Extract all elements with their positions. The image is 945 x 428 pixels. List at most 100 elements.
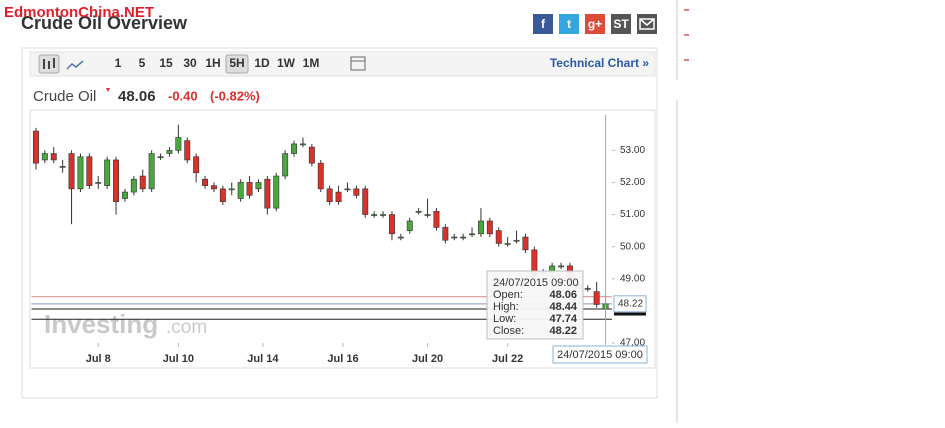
down-arrow xyxy=(106,88,110,92)
tooltip-value: 48.06 xyxy=(549,289,577,301)
candle-body xyxy=(246,182,253,196)
share-icon[interactable] xyxy=(585,14,605,34)
interval-button[interactable]: 1H xyxy=(205,56,220,70)
candle-body xyxy=(362,188,369,215)
candle-body xyxy=(95,182,102,184)
candle-body xyxy=(291,143,298,154)
candle-body xyxy=(121,191,128,199)
candle-body xyxy=(210,185,217,190)
line-icon[interactable] xyxy=(66,60,84,70)
toolbar xyxy=(29,51,656,77)
candle-body xyxy=(593,291,600,305)
x-tick-label: Jul 20 xyxy=(412,353,443,365)
candle-body xyxy=(353,188,360,196)
candle-body xyxy=(237,182,244,199)
candle-body xyxy=(32,130,39,164)
candle-body xyxy=(317,162,324,190)
candle-body xyxy=(68,153,75,190)
interval-button[interactable]: 30 xyxy=(183,56,197,70)
tooltip-label: Close: xyxy=(493,325,524,337)
x-tick-label: Jul 16 xyxy=(327,353,358,365)
candle-body xyxy=(469,233,476,236)
tooltip-label: Open: xyxy=(493,289,523,301)
interval-button[interactable]: 15 xyxy=(159,56,173,70)
quote-name: Crude Oil xyxy=(33,88,96,105)
candle-body xyxy=(219,188,226,203)
quote-price: 48.06 xyxy=(118,88,156,105)
candle-body xyxy=(104,159,111,186)
candle-body xyxy=(380,214,387,216)
technical-link[interactable]: Technical Chart » xyxy=(550,56,649,70)
interval-button[interactable]: 1W xyxy=(277,56,296,70)
candle-body xyxy=(148,153,155,190)
candle-body xyxy=(486,220,493,235)
candle-body xyxy=(442,227,449,241)
candle-icon-glyph xyxy=(43,58,55,69)
candle-body xyxy=(451,236,458,239)
y-tick-label: 52.00 xyxy=(620,177,645,188)
x-tick-label: Jul 10 xyxy=(163,353,194,365)
candle-body xyxy=(522,236,529,251)
candle-body xyxy=(344,188,351,191)
candle-body xyxy=(388,214,395,235)
candle-body xyxy=(77,156,84,190)
interval-selected xyxy=(225,54,249,74)
candle-body xyxy=(166,150,173,154)
y-tick-label: 53.00 xyxy=(620,145,645,156)
tooltip-value: 48.22 xyxy=(549,325,577,337)
candle-body xyxy=(202,178,209,186)
watermark: EdmontonChina.NET xyxy=(4,4,154,21)
share-icon[interactable] xyxy=(533,14,553,34)
share-icon-label: g+ xyxy=(588,17,602,31)
date-label-box xyxy=(552,345,648,364)
y-tick-label: 50.00 xyxy=(620,241,645,252)
candle-body xyxy=(504,243,511,245)
y-tick-label: 47.00 xyxy=(620,338,645,349)
interval-button[interactable]: 1D xyxy=(254,56,270,70)
candle-body xyxy=(130,178,137,193)
candle-body xyxy=(335,191,342,203)
price-label-box xyxy=(613,295,647,313)
candle-body xyxy=(460,236,467,239)
mail-icon-glyph xyxy=(639,18,655,30)
share-icon-label: t xyxy=(567,17,571,31)
tooltip-date: 24/07/2015 09:00 xyxy=(493,277,579,289)
logo-brand: Investing xyxy=(44,309,158,339)
candle-body xyxy=(415,211,422,213)
candle-body xyxy=(397,236,404,239)
candle-body xyxy=(184,140,191,161)
calendar-icon[interactable] xyxy=(350,56,366,71)
candle-body xyxy=(282,153,289,177)
candle-body xyxy=(264,178,271,209)
candle-body xyxy=(41,153,48,161)
candle-body xyxy=(406,220,413,231)
x-tick-label: Jul 22 xyxy=(492,353,523,365)
candle-body xyxy=(495,230,502,244)
share-icon[interactable] xyxy=(611,14,631,34)
candle-body xyxy=(228,188,235,191)
candle-body xyxy=(59,166,66,168)
candle-body xyxy=(477,220,484,235)
x-tick-label: Jul 14 xyxy=(247,353,279,365)
share-icon-label: f xyxy=(541,17,546,31)
candle-body xyxy=(273,175,280,209)
candle-body xyxy=(558,265,565,268)
tooltip xyxy=(486,270,584,340)
interval-button[interactable]: 5H xyxy=(229,56,244,70)
quote-change-pct: (-0.82%) xyxy=(210,88,260,103)
candle-body xyxy=(433,211,440,228)
interval-button[interactable]: 1 xyxy=(115,56,122,70)
candle-body xyxy=(371,214,378,216)
candle-body xyxy=(86,156,93,186)
tooltip-value: 47.74 xyxy=(549,313,577,325)
price-label: 48.22 xyxy=(618,298,643,309)
candle-body xyxy=(326,188,333,203)
interval-button[interactable]: 1M xyxy=(303,56,320,70)
logo-suffix: .com xyxy=(166,317,207,338)
tooltip-value: 48.44 xyxy=(549,301,577,313)
candle-body xyxy=(299,143,306,146)
interval-button[interactable]: 5 xyxy=(139,56,146,70)
quote-change: -0.40 xyxy=(168,88,198,103)
y-tick-label: 51.00 xyxy=(620,209,645,220)
share-icon[interactable] xyxy=(559,14,579,34)
